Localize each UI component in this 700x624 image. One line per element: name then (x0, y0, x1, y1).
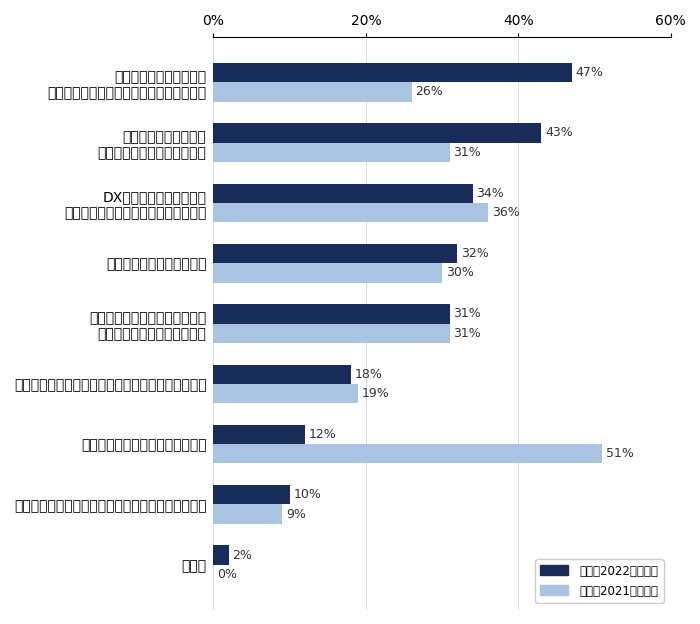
Bar (214, 425, 305, 444)
Text: 26%: 26% (415, 85, 443, 99)
Text: 47%: 47% (575, 66, 603, 79)
Bar (214, 203, 488, 222)
Text: 30%: 30% (446, 266, 474, 280)
Text: 36%: 36% (491, 206, 519, 219)
Text: 34%: 34% (477, 187, 504, 200)
Bar (214, 244, 457, 263)
Bar (214, 323, 449, 343)
Bar (214, 384, 358, 403)
Bar (214, 183, 473, 203)
Bar (214, 364, 351, 384)
Text: 2%: 2% (232, 548, 253, 562)
Bar (214, 485, 290, 504)
Text: 32%: 32% (461, 247, 489, 260)
Text: 19%: 19% (362, 387, 390, 400)
Bar (214, 444, 602, 464)
Text: 9%: 9% (286, 507, 306, 520)
Text: 12%: 12% (309, 428, 337, 441)
Bar (214, 142, 449, 162)
Text: 51%: 51% (606, 447, 634, 461)
Text: 31%: 31% (454, 326, 482, 339)
Bar (214, 63, 572, 82)
Bar (214, 82, 412, 102)
Text: 10%: 10% (293, 489, 321, 501)
Text: 18%: 18% (354, 368, 382, 381)
Text: 0%: 0% (217, 568, 237, 581)
Bar (214, 263, 442, 283)
Bar (214, 504, 282, 524)
Legend: 今回（2022年実施）, 前回（2021年実施）: 今回（2022年実施）, 前回（2021年実施） (535, 559, 664, 603)
Bar (214, 305, 449, 323)
Text: 43%: 43% (545, 127, 573, 139)
Bar (214, 124, 541, 142)
Text: 31%: 31% (454, 146, 482, 158)
Bar (214, 545, 229, 565)
Text: 31%: 31% (454, 308, 482, 320)
